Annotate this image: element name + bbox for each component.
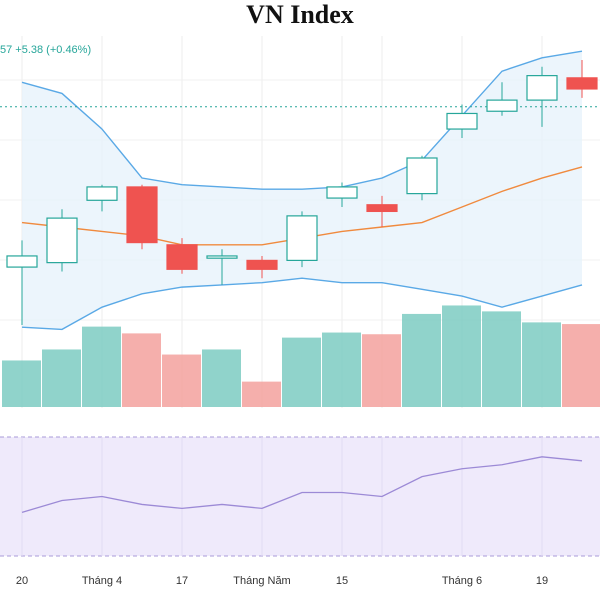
- volume-bar: [522, 322, 561, 407]
- volume-bar: [362, 334, 401, 407]
- candle-up: [46, 217, 78, 264]
- volume-bar: [282, 337, 321, 407]
- candle-up: [86, 186, 118, 201]
- oscillator-background: [0, 437, 600, 556]
- candle-up: [6, 255, 38, 268]
- x-tick-label: 20: [16, 575, 28, 587]
- candle-down: [126, 186, 158, 244]
- volume-bar: [82, 326, 121, 407]
- x-tick-label: Tháng 6: [442, 575, 482, 587]
- candle-down: [566, 77, 598, 90]
- volume-bar: [2, 360, 41, 407]
- x-tick-label: Tháng 4: [82, 575, 122, 587]
- volume-bar: [242, 381, 281, 407]
- candle-up: [406, 157, 438, 195]
- candle-up: [206, 255, 238, 259]
- bollinger-upper-line: [21, 50, 583, 190]
- bollinger-band-fill: [22, 51, 582, 330]
- price-change-readout: 57 +5.38 (+0.46%): [0, 44, 92, 56]
- x-tick-label: Tháng Năm: [233, 575, 290, 587]
- volume-bar: [322, 332, 361, 407]
- volume-bar: [122, 333, 161, 407]
- volume-bar: [162, 354, 201, 407]
- volume-bar: [202, 349, 241, 407]
- oscillator-line: [21, 456, 583, 513]
- candle-up: [446, 112, 478, 130]
- candle-down: [166, 244, 198, 270]
- candle-up: [286, 215, 318, 262]
- chart-title: VN Index: [246, 0, 354, 29]
- x-tick-label: 15: [336, 575, 348, 587]
- x-tick-label: 19: [536, 575, 548, 587]
- volume-bar: [402, 313, 441, 407]
- volume-bar: [482, 311, 521, 407]
- bollinger-lower-line: [21, 277, 583, 331]
- candle-down: [246, 259, 278, 270]
- candle-up: [526, 75, 558, 101]
- candle-up: [326, 186, 358, 199]
- volume-bar: [562, 324, 600, 407]
- volume-bar: [442, 305, 481, 407]
- x-tick-label: 17: [176, 575, 188, 587]
- candle-up: [486, 99, 518, 112]
- volume-bar: [42, 349, 81, 407]
- candle-down: [366, 204, 398, 213]
